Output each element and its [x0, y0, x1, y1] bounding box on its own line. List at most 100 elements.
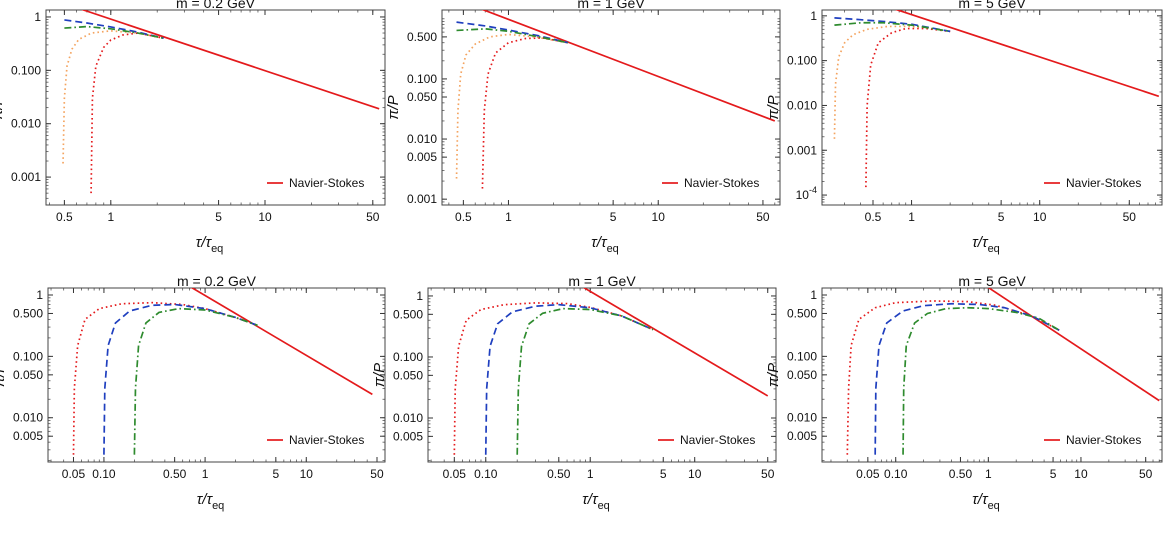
y-tick-label: 10-4 — [796, 185, 817, 202]
series-line-1 — [583, 287, 768, 396]
x-tick-label: 1 — [505, 210, 512, 224]
y-tick-label: 0.010 — [787, 98, 817, 112]
chart-panel-1: 0.5 1 5 10 50 0.001 0.010 0.100 1 m = 0.2 GeV τ/τe… — [0, 0, 385, 255]
y-tick-label: 0.010 — [787, 411, 817, 425]
x-tick-label: 50 — [366, 210, 380, 224]
x-axis-label: τ/τeq — [591, 234, 619, 255]
y-tick-label: 0.001 — [407, 192, 437, 206]
x-tick-label: 10 — [1033, 210, 1047, 224]
x-tick-label: 5 — [998, 210, 1005, 224]
y-tick-label: 0.001 — [11, 170, 41, 184]
series-line-1 — [481, 9, 774, 121]
y-tick-label: 0.005 — [407, 150, 437, 164]
series-line-3 — [486, 305, 653, 455]
x-tick-label: 0.05 — [856, 467, 880, 481]
series-line-1 — [896, 9, 1159, 96]
chart-panel-4: 0.05 0.10 0.50 1 5 10 50 0.005 0.010 0.050 0.100 0.… — [0, 273, 385, 512]
x-tick-label: 0.50 — [547, 467, 571, 481]
y-tick-label: 0.500 — [787, 306, 817, 320]
y-tick-label: 0.500 — [407, 30, 437, 44]
y-axis-label: π/P — [371, 363, 388, 387]
y-tick-label: 0.100 — [393, 350, 423, 364]
series-line-1 — [82, 9, 379, 108]
y-tick-label: 0.010 — [11, 117, 41, 131]
legend: Navier-Stokes — [1044, 433, 1141, 447]
x-tick-label: 0.5 — [865, 210, 882, 224]
chart-panel-5: 0.05 0.10 0.50 1 5 10 500.0050.0100.0500.1000.… — [371, 273, 776, 512]
series-line-2 — [454, 303, 653, 455]
legend-label: Navier-Stokes — [1066, 176, 1141, 190]
y-tick-label: 0.500 — [13, 306, 43, 320]
x-tick-label: 10 — [258, 210, 272, 224]
x-tick-label: 0.05 — [443, 467, 467, 481]
x-axis-label: τ/τeq — [582, 491, 610, 512]
series-line-3 — [91, 33, 164, 193]
x-tick-label: 0.10 — [92, 467, 116, 481]
legend-label: Navier-Stokes — [289, 176, 364, 190]
x-tick-label: 1 — [985, 467, 992, 481]
y-tick-label: 0.100 — [407, 72, 437, 86]
y-tick-label: 0.050 — [13, 368, 43, 382]
x-axis-label: τ/τeq — [197, 491, 225, 512]
x-tick-label: 50 — [370, 467, 384, 481]
panel-title: m = 1 GeV — [577, 0, 645, 11]
x-tick-label: 5 — [272, 467, 279, 481]
y-tick-label: 0.010 — [393, 411, 423, 425]
chart-panel-6: 0.05 0.10 0.50 1 5 10 50 0.005 0.010 0.050 0.100 0.… — [765, 273, 1162, 512]
y-tick-label: 0.010 — [13, 411, 43, 425]
series-line-3 — [875, 304, 1060, 455]
x-tick-label: 1 — [107, 210, 114, 224]
y-axis-label: π/P — [0, 95, 6, 119]
x-tick-label: 0.5 — [455, 210, 472, 224]
series-line-4 — [517, 309, 653, 455]
y-tick-label: 1 — [34, 10, 41, 24]
y-axis-label: π/P — [765, 95, 782, 119]
y-tick-label: 0.100 — [13, 349, 43, 363]
series-line-2 — [457, 34, 569, 178]
x-tick-label: 5 — [610, 210, 617, 224]
y-tick-label: 0.500 — [393, 307, 423, 321]
x-tick-label: 50 — [1123, 210, 1137, 224]
legend: Navier-Stokes — [267, 433, 364, 447]
chart-panel-2: 0.5 1 5 10 500.0010.0050.0100.0500.1000.500m… — [385, 0, 780, 255]
legend: Navier-Stokes — [1044, 176, 1141, 190]
series-line-2 — [63, 31, 164, 164]
x-tick-label: 5 — [215, 210, 222, 224]
x-tick-label: 5 — [1050, 467, 1057, 481]
panel-title: m = 0.2 GeV — [176, 0, 256, 11]
panel-title: m = 5 GeV — [958, 0, 1026, 11]
x-tick-label: 1 — [202, 467, 209, 481]
series-line-5 — [834, 23, 950, 32]
series-line-3 — [866, 29, 950, 188]
x-tick-label: 0.10 — [884, 467, 908, 481]
series-line-4 — [134, 309, 257, 455]
legend-label: Navier-Stokes — [289, 433, 364, 447]
series-line-1 — [988, 287, 1160, 401]
y-axis-label: π/P — [765, 363, 782, 387]
y-axis-label: π/P — [0, 363, 8, 387]
x-tick-label: 10 — [688, 467, 702, 481]
series-line-2 — [73, 303, 257, 455]
x-axis-label: τ/τeq — [196, 234, 224, 255]
x-axis-label: τ/τeq — [972, 491, 1000, 512]
y-tick-label: 1 — [416, 289, 423, 303]
series-line-1 — [191, 287, 373, 394]
y-tick-label: 0.050 — [407, 90, 437, 104]
y-tick-label: 1 — [810, 9, 817, 23]
x-tick-label: 0.5 — [56, 210, 73, 224]
y-tick-label: 1 — [36, 288, 43, 302]
x-tick-label: 0.10 — [474, 467, 498, 481]
x-tick-label: 0.50 — [949, 467, 973, 481]
y-tick-label: 0.100 — [787, 349, 817, 363]
x-tick-label: 1 — [908, 210, 915, 224]
chart-panel-3: 0.5 1 5 10 50 10-4 0.001 0.010 0.100 1 m = 5 GeV τ/… — [765, 0, 1162, 255]
y-tick-label: 1 — [810, 288, 817, 302]
series-line-4 — [903, 308, 1060, 455]
x-tick-label: 10 — [300, 467, 314, 481]
x-tick-label: 5 — [660, 467, 667, 481]
y-tick-label: 0.005 — [787, 429, 817, 443]
y-tick-label: 0.100 — [11, 63, 41, 77]
series-line-2 — [847, 301, 1060, 455]
legend: Navier-Stokes — [658, 433, 755, 447]
